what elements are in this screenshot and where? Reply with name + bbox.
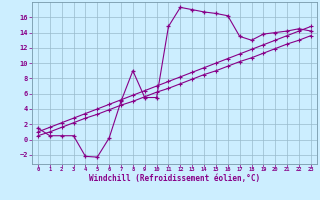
X-axis label: Windchill (Refroidissement éolien,°C): Windchill (Refroidissement éolien,°C)	[89, 174, 260, 183]
